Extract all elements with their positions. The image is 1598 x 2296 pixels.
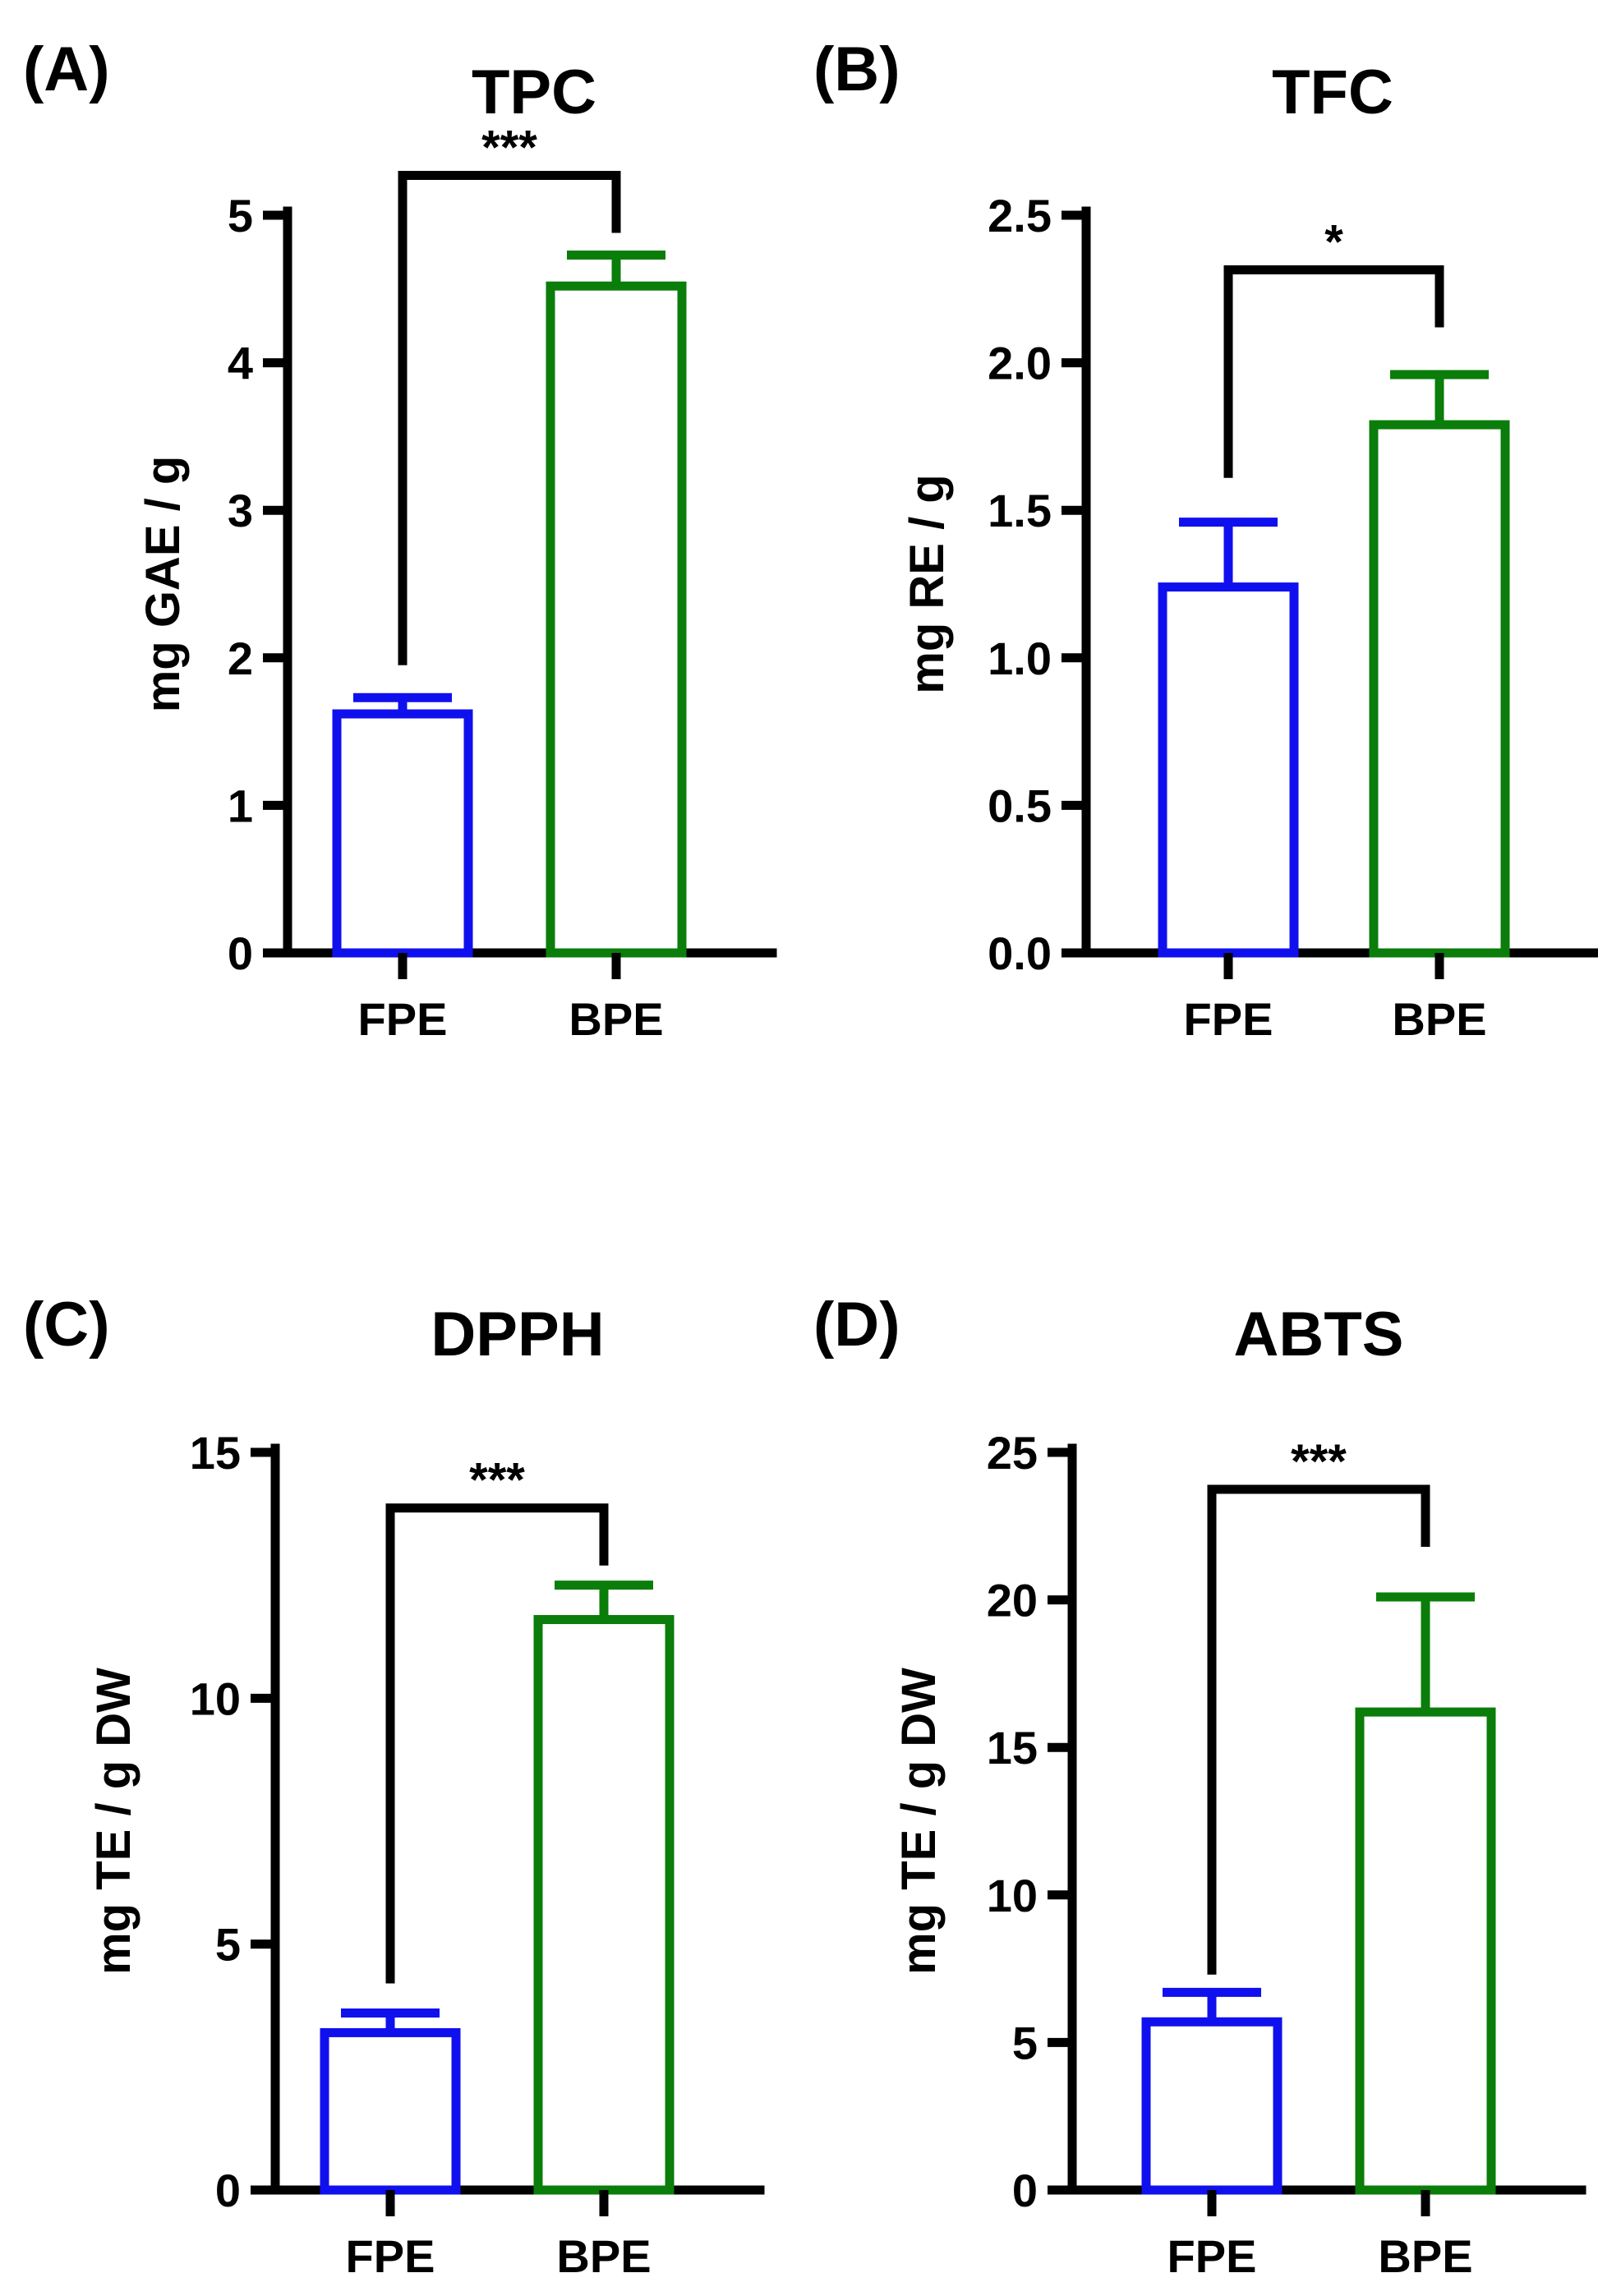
panel-c-y-tick-label: 5 <box>215 1919 241 1971</box>
panel-b-y-axis-label: mg RE / g <box>900 474 954 693</box>
panel-b-significance-bracket <box>1223 265 1444 478</box>
panel-b-bar-bpe <box>1369 420 1510 958</box>
panel-d-y-axis-label: mg TE / g DW <box>892 1668 946 1975</box>
panel-a-y-tick-label: 5 <box>228 190 253 242</box>
panel-c-label: (C) <box>23 1290 110 1360</box>
panel-c-y-axis-label: mg TE / g DW <box>87 1668 140 1975</box>
panel-b-x-tick-label-bpe: BPE <box>1392 993 1486 1045</box>
panel-d-y-tick-label: 20 <box>987 1575 1038 1627</box>
panel-c-y-tick-label: 15 <box>190 1427 241 1479</box>
panel-c-bar-bpe <box>533 1615 675 2195</box>
panel-a-y-tick-label: 4 <box>228 338 253 389</box>
panel-a-significance-label: *** <box>481 122 537 175</box>
panel-d-significance-bracket <box>1207 1484 1430 1975</box>
panel-a-y-tick-label: 1 <box>228 780 253 831</box>
panel-d-x-tick-label-fpe: FPE <box>1167 2230 1257 2282</box>
panel-c-significance-label: *** <box>469 1454 525 1507</box>
panel-b-y-tick-label: 0.0 <box>988 927 1052 979</box>
panel-c-y-tick-label: 0 <box>215 2165 241 2216</box>
panel-b-x-tick-label-fpe: FPE <box>1184 993 1273 1045</box>
panel-a-y-tick-label: 0 <box>228 927 253 979</box>
panel-d-significance-label: *** <box>1291 1435 1347 1488</box>
panel-a-label: (A) <box>23 35 110 104</box>
panel-d-y-tick-label: 10 <box>987 1870 1038 1921</box>
panel-c-y-tick-label: 10 <box>190 1673 241 1724</box>
panel-a-y-tick-label: 2 <box>228 633 253 684</box>
panel-a-title: TPC <box>472 58 596 127</box>
panel-b-bar-fpe <box>1158 582 1299 958</box>
panel-c-title: DPPH <box>431 1300 604 1369</box>
panel-c-x-tick-label-fpe: FPE <box>346 2230 435 2282</box>
panel-d-label: (D) <box>813 1290 900 1360</box>
panel-b-label: (B) <box>813 35 900 104</box>
panel-a-x-tick-label-fpe: FPE <box>358 993 448 1045</box>
panel-d-y-tick-label: 15 <box>987 1722 1038 1774</box>
panel-b-y-tick-label: 1.0 <box>988 633 1052 684</box>
panel-d-bar-fpe <box>1141 2017 1283 2195</box>
panel-c-bar-fpe <box>320 2027 461 2195</box>
panel-d-y-tick-label: 5 <box>1012 2017 1038 2068</box>
panel-d-y-tick-label: 0 <box>1012 2165 1038 2216</box>
panel-c-x-tick-label-bpe: BPE <box>556 2230 651 2282</box>
panel-c-significance-bracket <box>385 1503 609 1984</box>
panel-d-x-tick-label-bpe: BPE <box>1378 2230 1472 2282</box>
panel-a-x-tick-label-bpe: BPE <box>569 993 663 1045</box>
panel-b-y-tick-label: 1.5 <box>988 485 1052 536</box>
panel-a-significance-bracket <box>398 171 621 665</box>
panel-b-title: TFC <box>1272 58 1393 127</box>
panel-b-y-tick-label: 0.5 <box>988 780 1052 831</box>
panel-b-y-tick-label: 2.5 <box>988 190 1052 242</box>
panel-d-y-tick-label: 25 <box>987 1427 1038 1479</box>
panel-a-y-axis-label: mg GAE / g <box>136 456 190 713</box>
panel-b-y-tick-label: 2.0 <box>988 338 1052 389</box>
panel-a-bar-bpe <box>546 281 687 958</box>
panel-b-significance-label: * <box>1324 215 1343 269</box>
panel-d-bar-bpe <box>1355 1707 1496 2195</box>
panel-a-bar-fpe <box>332 709 473 958</box>
panel-d-title: ABTS <box>1234 1300 1404 1369</box>
panel-a-y-tick-label: 3 <box>228 485 253 536</box>
